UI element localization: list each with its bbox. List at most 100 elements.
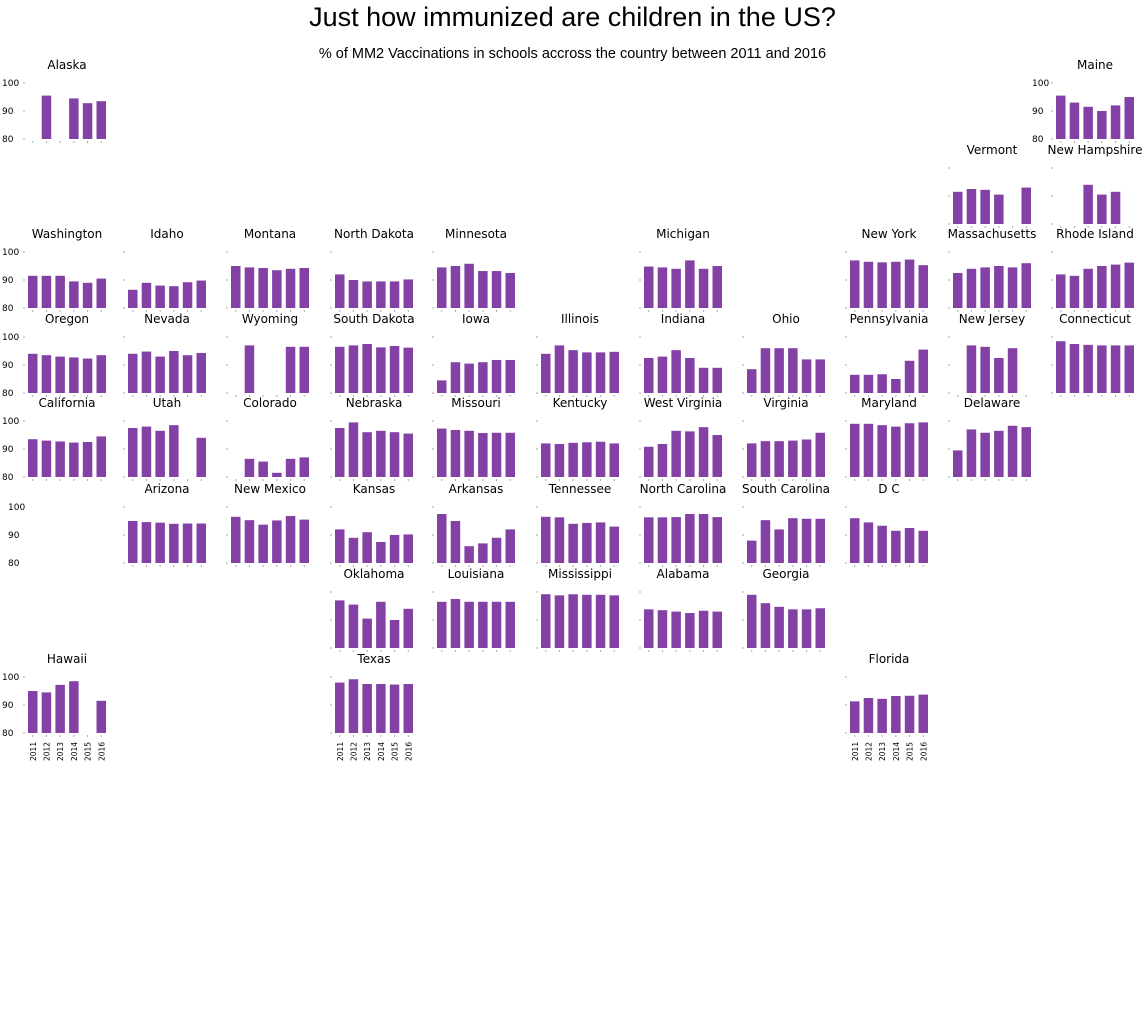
bar-mississippi-2011 xyxy=(541,594,551,648)
state-label: Utah xyxy=(153,396,181,410)
state-label: Minnesota xyxy=(445,227,507,241)
bar-wyoming-2016 xyxy=(299,346,309,393)
bar-utah-2016 xyxy=(196,437,206,477)
bar-west-virginia-2015 xyxy=(698,427,709,477)
bar-vermont-2016 xyxy=(1021,187,1031,224)
bar-florida-2013 xyxy=(877,698,887,733)
bar-nevada-2013 xyxy=(155,356,165,393)
bar-south-carolina-2012 xyxy=(760,520,771,563)
bar-illinois-2016 xyxy=(609,351,619,393)
state-label: Missouri xyxy=(451,396,500,410)
bar-florida-2011 xyxy=(850,701,860,733)
bar-new-mexico-2015 xyxy=(285,515,296,563)
bar-delaware-2012 xyxy=(966,429,977,477)
bar-kentucky-2014 xyxy=(582,442,592,477)
state-label: Ohio xyxy=(772,312,800,326)
bar-north-dakota-2012 xyxy=(348,280,359,308)
bar-new-hampshire-2013 xyxy=(1083,184,1093,224)
bar-maine-2012 xyxy=(1069,102,1080,139)
bar-maryland-2016 xyxy=(918,422,928,477)
bar-kansas-2012 xyxy=(348,537,359,563)
bar-alaska-2015 xyxy=(82,103,93,139)
bar-texas-2014 xyxy=(376,684,386,733)
bar-arkansas-2013 xyxy=(464,546,474,563)
bar-colorado-2015 xyxy=(285,458,296,477)
state-label: Michigan xyxy=(656,227,710,241)
bar-washington-2015 xyxy=(82,282,93,308)
bar-california-2012 xyxy=(41,440,52,477)
state-tile-nevada: Nevada xyxy=(123,312,206,397)
bar-d-c-2011 xyxy=(850,518,860,563)
bar-nevada-2016 xyxy=(196,352,206,393)
bar-oregon-2011 xyxy=(28,353,38,393)
x-tick-label: 2011 xyxy=(336,742,345,761)
bar-louisiana-2012 xyxy=(450,599,461,648)
bar-massachusetts-2011 xyxy=(953,273,963,308)
bar-connecticut-2012 xyxy=(1069,344,1080,393)
bar-new-mexico-2013 xyxy=(258,524,268,563)
bar-florida-2014 xyxy=(891,696,901,733)
bar-ohio-2013 xyxy=(774,348,784,393)
state-tile-alaska: Alaska 80 90 100 xyxy=(2,58,106,145)
state-label: Maine xyxy=(1077,58,1113,72)
bar-arizona-2011 xyxy=(128,521,138,563)
state-tile-south-dakota: South Dakota xyxy=(330,312,415,397)
bar-georgia-2015 xyxy=(801,609,812,648)
bar-tennessee-2016 xyxy=(609,526,619,563)
bar-texas-2013 xyxy=(362,684,372,733)
state-tile-virginia: Virginia xyxy=(742,396,825,481)
bar-virginia-2012 xyxy=(760,441,771,477)
state-tile-minnesota: Minnesota xyxy=(432,227,515,312)
state-label: Idaho xyxy=(150,227,183,241)
bar-texas-2015 xyxy=(389,684,400,733)
bar-new-jersey-2015 xyxy=(1007,348,1018,393)
bar-vermont-2014 xyxy=(994,194,1004,224)
bar-delaware-2013 xyxy=(980,432,990,477)
bar-montana-2013 xyxy=(258,267,268,308)
bar-alaska-2014 xyxy=(69,98,79,139)
bar-georgia-2011 xyxy=(747,594,757,648)
state-label: Rhode Island xyxy=(1056,227,1134,241)
bar-delaware-2014 xyxy=(994,430,1004,477)
bar-ohio-2015 xyxy=(801,359,812,393)
bar-rhode-island-2013 xyxy=(1083,268,1093,308)
bar-west-virginia-2014 xyxy=(685,431,695,477)
bar-wyoming-2015 xyxy=(285,346,296,393)
bar-rhode-island-2014 xyxy=(1097,266,1107,308)
bar-d-c-2012 xyxy=(863,522,874,563)
bar-arkansas-2012 xyxy=(450,521,461,563)
bar-connecticut-2015 xyxy=(1110,345,1121,393)
x-tick-label: 2013 xyxy=(56,742,65,761)
bar-new-jersey-2014 xyxy=(994,358,1004,393)
bar-montana-2012 xyxy=(244,267,255,308)
bar-indiana-2011 xyxy=(644,358,654,393)
state-tile-north-carolina: North Carolina xyxy=(639,482,726,567)
bar-michigan-2014 xyxy=(685,260,695,308)
state-tile-kansas: Kansas xyxy=(330,482,413,567)
state-label: Illinois xyxy=(561,312,599,326)
bar-nevada-2014 xyxy=(169,351,179,393)
bar-nebraska-2011 xyxy=(335,428,345,477)
bar-colorado-2016 xyxy=(299,457,309,477)
state-label: South Carolina xyxy=(742,482,830,496)
bar-south-carolina-2015 xyxy=(801,518,812,563)
bar-virginia-2013 xyxy=(774,441,784,477)
bar-alaska-2012 xyxy=(41,95,52,139)
bar-new-mexico-2014 xyxy=(272,520,282,563)
bar-washington-2014 xyxy=(69,281,79,308)
state-tile-illinois: Illinois xyxy=(536,312,619,397)
y-tick-label: 90 xyxy=(2,107,14,117)
bar-idaho-2011 xyxy=(128,289,138,308)
bar-south-carolina-2011 xyxy=(747,540,757,563)
y-tick-label: 80 xyxy=(2,135,14,145)
bar-michigan-2012 xyxy=(657,267,668,308)
bar-south-carolina-2013 xyxy=(774,529,784,563)
bar-kansas-2014 xyxy=(376,542,386,563)
bar-montana-2016 xyxy=(299,267,309,308)
bar-missouri-2012 xyxy=(450,429,461,477)
bar-north-carolina-2016 xyxy=(712,517,722,563)
bar-oregon-2012 xyxy=(41,355,52,393)
bar-alabama-2016 xyxy=(712,611,722,648)
y-tick-label: 80 xyxy=(8,559,20,569)
bar-maryland-2011 xyxy=(850,423,860,477)
